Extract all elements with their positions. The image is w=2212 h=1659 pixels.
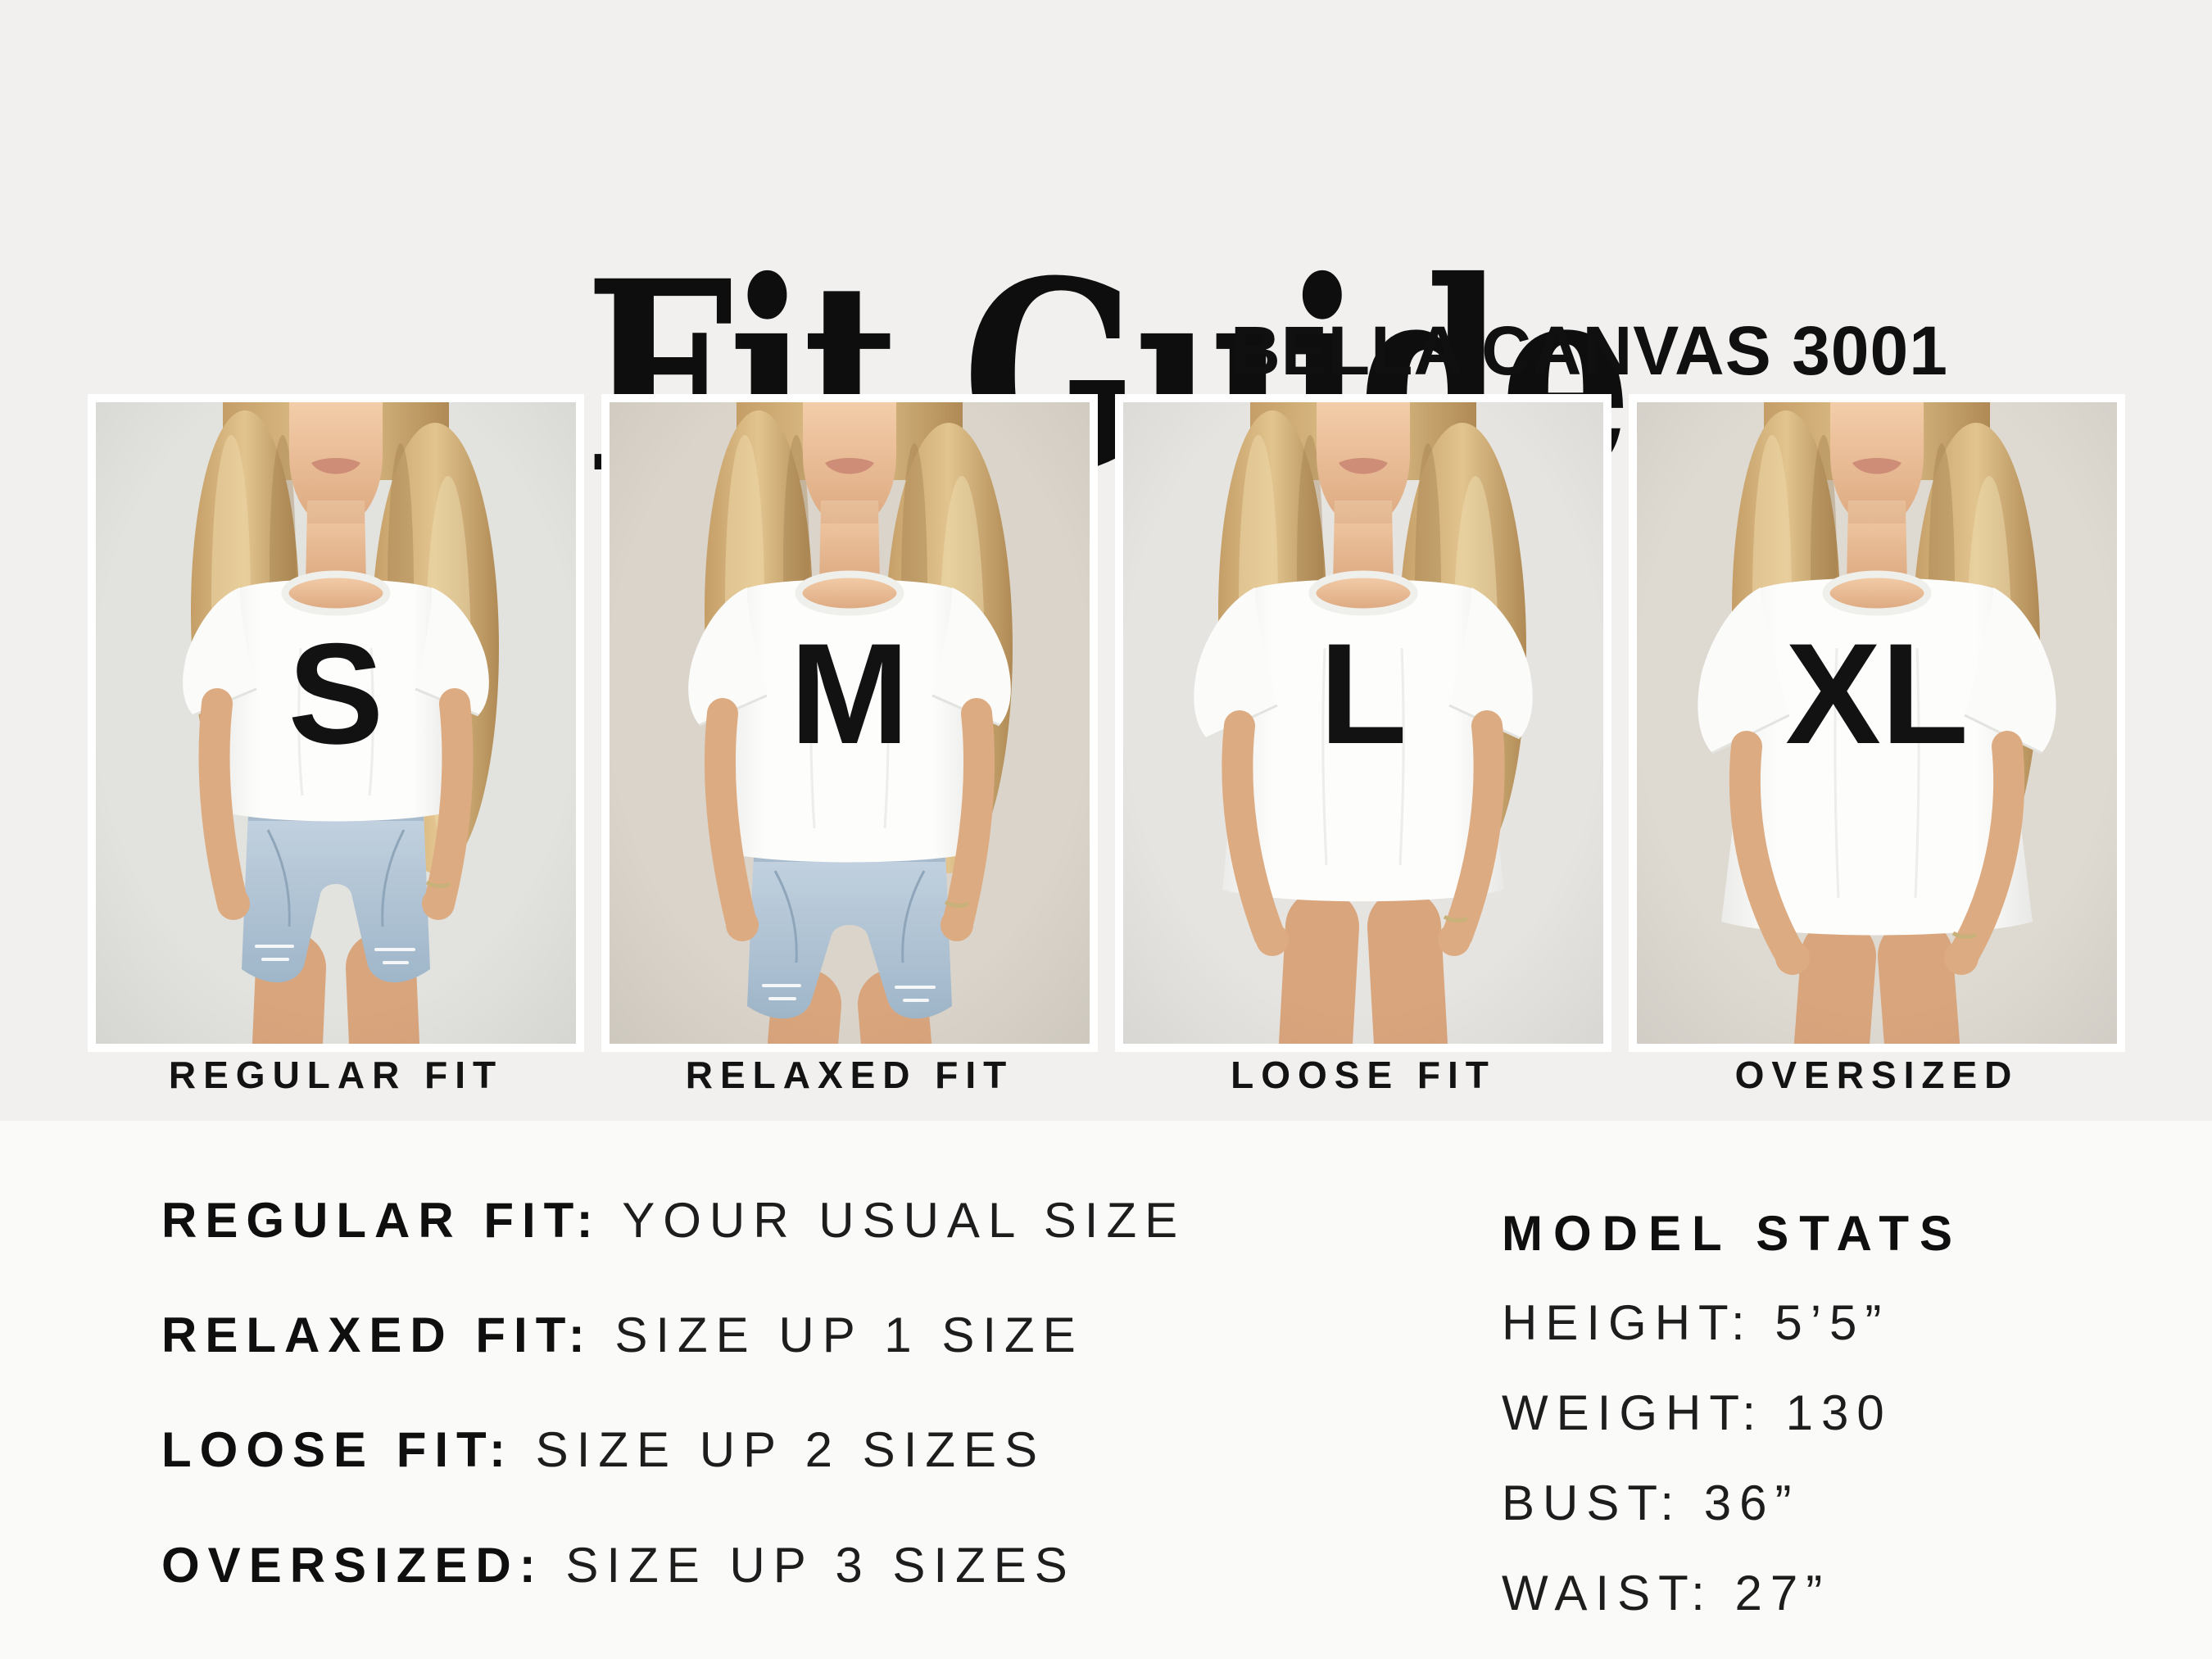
- bottom-section: [0, 1121, 2212, 1659]
- fit-label-regular: REGULAR FIT: [168, 1054, 504, 1096]
- product-subtitle: BELLA CANVAS 3001: [1231, 312, 1948, 389]
- model-stat-bust: BUST: 36”: [1502, 1475, 1800, 1530]
- model-photo-m: M: [610, 402, 1090, 1044]
- fit-note-loose-label: LOOSE FIT:: [161, 1422, 514, 1477]
- model-photo-xl: XL: [1637, 402, 2117, 1044]
- size-panel-xl: XL: [1629, 394, 2125, 1052]
- fit-note-relaxed: RELAXED FIT: SIZE UP 1 SIZE: [161, 1311, 1084, 1360]
- fit-note-oversized-value: SIZE UP 3 SIZES: [565, 1538, 1076, 1593]
- fit-note-loose: LOOSE FIT: SIZE UP 2 SIZES: [161, 1426, 1045, 1475]
- fit-note-relaxed-label: RELAXED FIT:: [161, 1308, 593, 1362]
- size-panel-m: M: [601, 394, 1098, 1052]
- fit-note-relaxed-value: SIZE UP 1 SIZE: [614, 1308, 1084, 1362]
- fit-note-oversized: OVERSIZED: SIZE UP 3 SIZES: [161, 1541, 1076, 1590]
- fit-label-oversized: OVERSIZED: [1734, 1054, 2019, 1096]
- model-stat-height: HEIGHT: 5’5”: [1502, 1295, 1890, 1350]
- fit-note-regular: REGULAR FIT: YOUR USUAL SIZE: [161, 1196, 1185, 1245]
- fit-note-regular-value: YOUR USUAL SIZE: [622, 1193, 1186, 1248]
- fit-note-loose-value: SIZE UP 2 SIZES: [535, 1422, 1046, 1477]
- fit-note-regular-label: REGULAR FIT:: [161, 1193, 601, 1248]
- model-stats-heading: MODEL STATS: [1502, 1206, 1963, 1261]
- fit-note-oversized-label: OVERSIZED:: [161, 1538, 544, 1593]
- fit-label-row: REGULAR FIT RELAXED FIT LOOSE FIT OVERSI…: [88, 1056, 2125, 1094]
- model-photo-l: L: [1123, 402, 1603, 1044]
- model-stat-weight: WEIGHT: 130: [1502, 1385, 1892, 1440]
- size-panel-s: S: [88, 394, 584, 1052]
- size-panel-l: L: [1115, 394, 1611, 1052]
- fit-label-relaxed: RELAXED FIT: [685, 1054, 1014, 1096]
- size-photo-row: S: [88, 394, 2125, 1052]
- fit-label-loose: LOOSE FIT: [1231, 1054, 1496, 1096]
- model-photo-s: S: [96, 402, 576, 1044]
- model-stat-waist: WAIST: 27”: [1502, 1566, 1831, 1620]
